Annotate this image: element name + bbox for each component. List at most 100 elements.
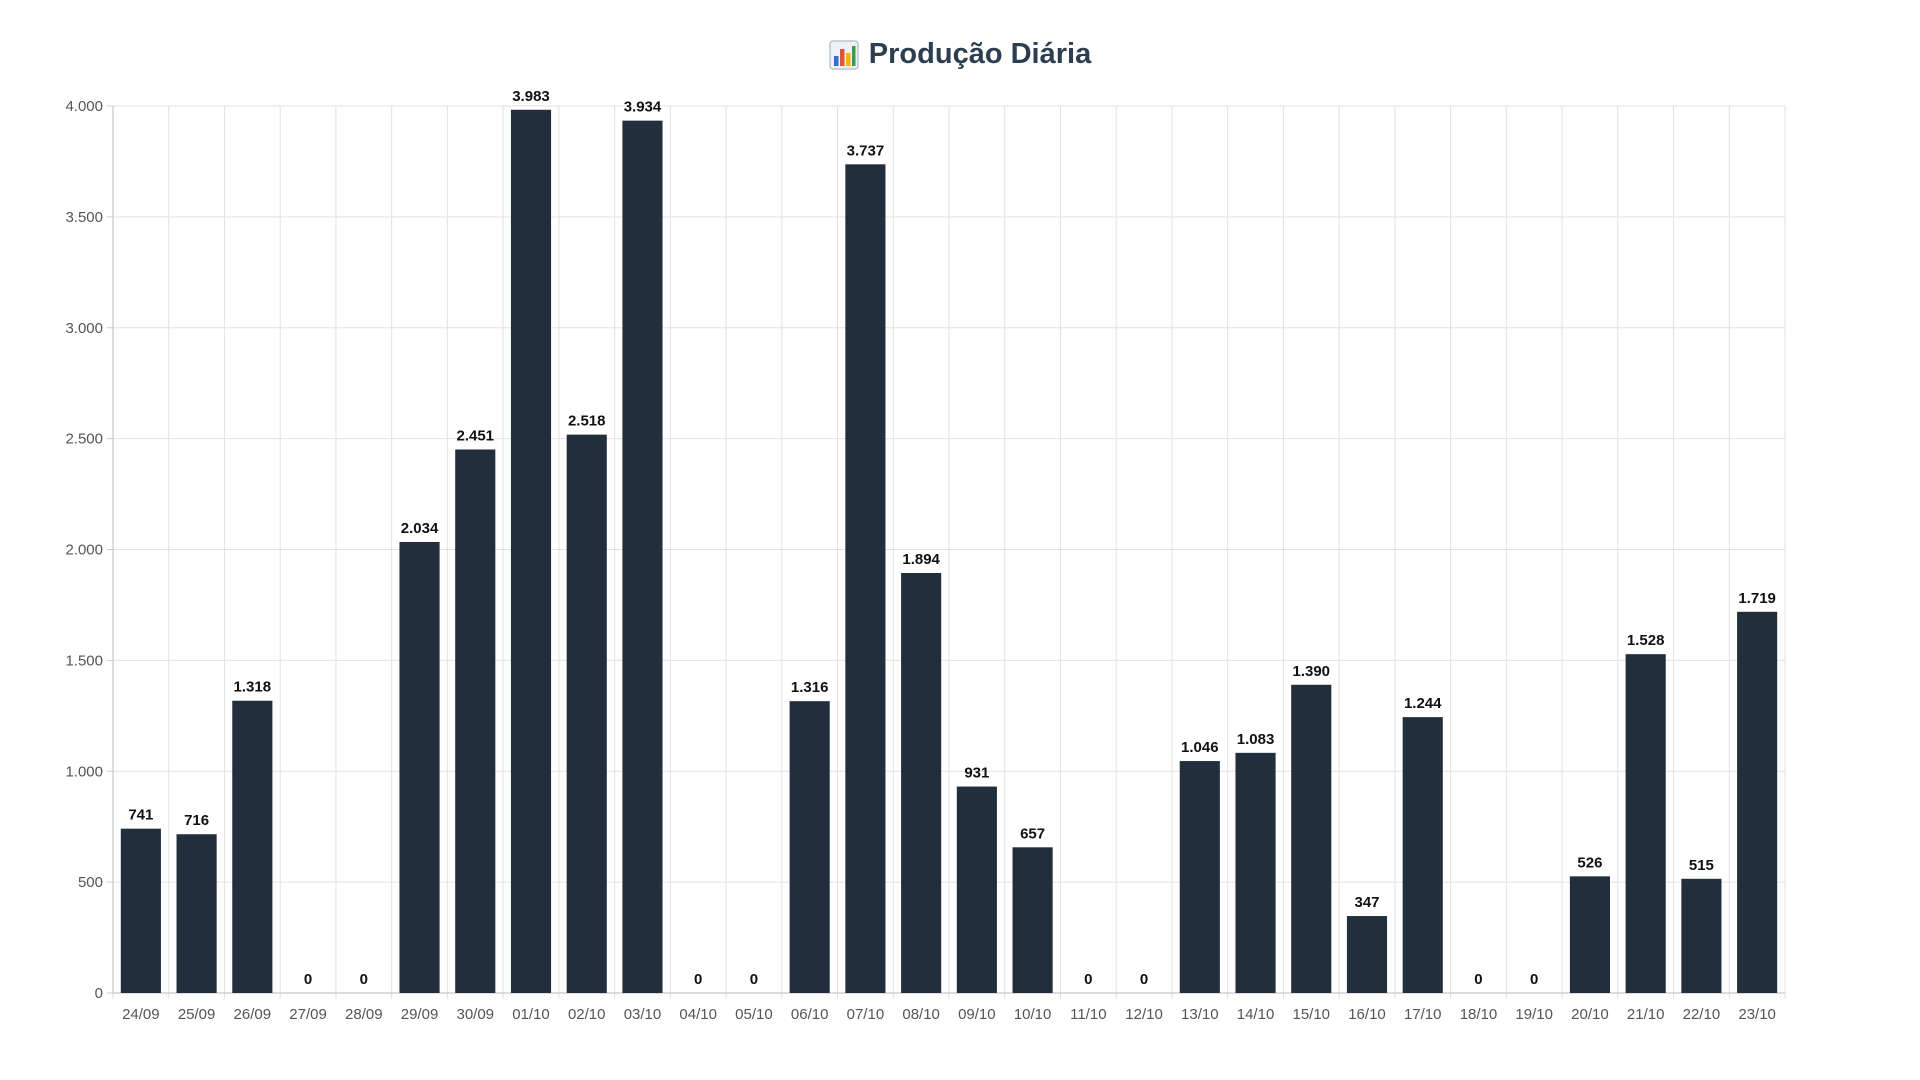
x-tick-label: 06/10 [791, 1006, 829, 1023]
x-tick-label: 03/10 [624, 1006, 662, 1023]
bar-08/10[interactable] [901, 573, 942, 993]
bar-13/10[interactable] [1179, 761, 1220, 993]
bar-22/10[interactable] [1681, 878, 1722, 993]
x-tick-label: 20/10 [1571, 1006, 1609, 1023]
data-label: 0 [1084, 971, 1092, 988]
data-label: 0 [750, 971, 758, 988]
data-label: 3.983 [512, 88, 550, 105]
bar-14/10[interactable] [1235, 752, 1276, 993]
data-label: 741 [128, 807, 153, 824]
data-label: 1.528 [1627, 632, 1665, 649]
y-axis-ticks: 0 500 1.000 1.500 2.000 2.500 3.000 3.500 4.000 [65, 98, 113, 1002]
x-tick-label: 17/10 [1404, 1006, 1442, 1023]
x-tick-label: 19/10 [1515, 1006, 1553, 1023]
bar-30/09[interactable] [455, 449, 496, 994]
x-tick-label: 11/10 [1070, 1006, 1106, 1023]
bar-26/09[interactable] [232, 700, 273, 993]
x-tick-label: 01/10 [512, 1006, 550, 1023]
x-tick-label: 27/09 [289, 1006, 327, 1023]
data-label: 0 [1140, 971, 1148, 988]
x-tick-label: 10/10 [1014, 1006, 1052, 1023]
data-label: 3.737 [847, 142, 885, 159]
x-tick-label: 21/10 [1627, 1006, 1665, 1023]
data-label: 1.244 [1404, 695, 1442, 712]
data-label: 1.390 [1292, 663, 1330, 680]
x-tick-label: 15/10 [1292, 1006, 1330, 1023]
x-axis-ticks: 24/09 25/09 26/09 27/09 28/09 29/09 30/09 01/10… [122, 1006, 1776, 1023]
x-tick-label: 30/09 [456, 1006, 494, 1023]
chart-title-group: Produção Diária [829, 38, 1091, 71]
data-label: 347 [1354, 894, 1379, 911]
y-tick-label: 2.500 [65, 431, 103, 448]
bar-01/10[interactable] [510, 109, 552, 993]
x-tick-label: 16/10 [1348, 1006, 1386, 1023]
bar-06/10[interactable] [789, 701, 830, 993]
x-tick-label: 07/10 [847, 1006, 885, 1023]
data-label: 526 [1577, 854, 1602, 871]
y-tick-label: 500 [78, 874, 103, 891]
bar-17/10[interactable] [1402, 717, 1443, 993]
bar-15/10[interactable] [1291, 684, 1332, 993]
data-labels: 741 716 1.318 0 0 2.034 2.451 3.983 2.518 3.934 0 0… [128, 88, 1776, 988]
y-tick-label: 4.000 [65, 98, 103, 115]
data-label: 1.046 [1181, 739, 1219, 756]
data-label: 3.934 [624, 99, 662, 116]
y-tick-label: 3.500 [65, 209, 103, 226]
data-label: 0 [1530, 971, 1538, 988]
x-tick-label: 24/09 [122, 1006, 160, 1023]
x-tick-label: 23/10 [1738, 1006, 1776, 1023]
data-label: 0 [1474, 971, 1482, 988]
x-tick-label: 05/10 [735, 1006, 773, 1023]
data-label: 1.719 [1738, 590, 1776, 607]
x-tick-label: 28/09 [345, 1006, 383, 1023]
x-tick-label: 09/10 [958, 1006, 996, 1023]
bar-chart-icon [829, 39, 859, 70]
y-tick-label: 0 [95, 985, 103, 1002]
bar-10/10[interactable] [1012, 847, 1053, 993]
bar-23/10[interactable] [1737, 611, 1778, 993]
x-tick-label: 12/10 [1125, 1006, 1163, 1023]
x-tick-label: 08/10 [902, 1006, 940, 1023]
bar-29/09[interactable] [399, 541, 440, 993]
bar-03/10[interactable] [622, 120, 663, 993]
data-label: 2.034 [401, 520, 439, 537]
x-tick-label: 26/09 [234, 1006, 272, 1023]
bar-21/10[interactable] [1625, 654, 1666, 993]
bar-24/09[interactable] [120, 828, 161, 993]
x-tick-label: 22/10 [1683, 1006, 1721, 1023]
data-label: 2.451 [456, 427, 494, 444]
y-tick-label: 1.000 [65, 763, 103, 780]
grid-lines [112, 105, 1786, 999]
x-tick-label: 02/10 [568, 1006, 606, 1023]
bar-25/09[interactable] [176, 834, 217, 993]
x-tick-label: 13/10 [1181, 1006, 1219, 1023]
bar-07/10[interactable] [845, 164, 886, 993]
x-tick-label: 25/09 [178, 1006, 216, 1023]
data-label: 657 [1020, 825, 1045, 842]
y-tick-label: 3.000 [65, 320, 103, 337]
data-label: 931 [964, 765, 989, 782]
data-label: 1.894 [902, 551, 940, 568]
data-label: 2.518 [568, 413, 606, 430]
x-tick-label: 14/10 [1237, 1006, 1275, 1023]
data-label: 1.083 [1237, 731, 1275, 748]
x-tick-label: 18/10 [1460, 1006, 1498, 1023]
data-label: 0 [304, 971, 312, 988]
chart-title: Produção Diária [868, 38, 1092, 70]
bar-02/10[interactable] [566, 434, 607, 993]
x-tick-label: 29/09 [401, 1006, 439, 1023]
bar-09/10[interactable] [956, 786, 997, 993]
data-label: 1.318 [234, 679, 272, 696]
y-tick-label: 1.500 [65, 652, 103, 669]
data-label: 515 [1689, 857, 1714, 874]
data-label: 0 [360, 971, 368, 988]
data-label: 1.316 [791, 679, 829, 696]
y-tick-label: 2.000 [65, 542, 103, 559]
bars [120, 109, 1778, 994]
chart-header: Produção Diária [0, 38, 1920, 75]
bar-20/10[interactable] [1569, 876, 1610, 993]
x-tick-label: 04/10 [679, 1006, 717, 1023]
bar-16/10[interactable] [1346, 916, 1388, 993]
